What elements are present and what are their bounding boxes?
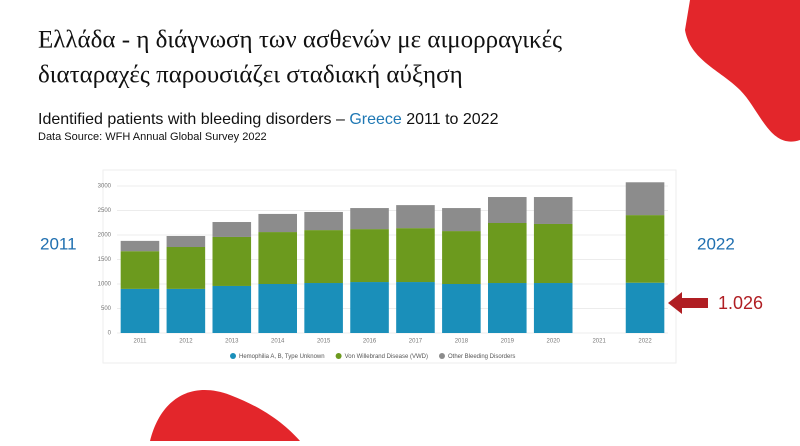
- title: διαταραχές παρουσιάζει σταδιακή αύξηση: [38, 62, 463, 89]
- x-tick-label: 2021: [592, 339, 606, 345]
- x-tick-label: 2018: [455, 339, 469, 345]
- bar-segment: [166, 288, 206, 333]
- bar-segment: [350, 282, 389, 333]
- bar-segment: [625, 182, 665, 216]
- legend-marker: [438, 353, 445, 359]
- subtitle: Identified patients with bleeding disord…: [38, 111, 499, 128]
- y-tick-label: 3000: [98, 184, 112, 190]
- bar-segment: [212, 285, 252, 333]
- decor-blob: [150, 390, 300, 441]
- y-tick-label: 2500: [98, 208, 112, 214]
- bar-segment: [212, 236, 252, 286]
- bar-segment: [442, 284, 481, 333]
- year-label: 2022: [697, 234, 735, 253]
- bar-segment: [166, 235, 206, 248]
- bar-segment: [625, 282, 665, 333]
- subtitle-part: Identified patients with bleeding disord…: [38, 111, 345, 128]
- source: Data Source: WFH Annual Global Survey 20…: [38, 131, 267, 143]
- value-label: 1.026: [718, 293, 763, 313]
- legend-marker: [335, 353, 342, 359]
- bar-segment: [258, 232, 297, 284]
- bar-segment: [533, 223, 573, 284]
- legend-label: Von Willebrand Disease (VWD): [345, 354, 428, 360]
- bar-segment: [488, 197, 527, 223]
- bar-segment: [488, 222, 527, 284]
- bar-segment: [396, 282, 435, 333]
- x-tick-label: 2017: [409, 339, 423, 345]
- x-tick-label: 2011: [134, 339, 148, 345]
- bar-segment: [396, 228, 435, 283]
- decor-blob: [685, 0, 800, 142]
- x-tick-label: 2019: [501, 339, 515, 345]
- y-tick-label: 2000: [98, 233, 112, 239]
- bar-segment: [304, 230, 343, 284]
- x-tick-label: 2022: [638, 339, 652, 345]
- bar-segment: [120, 240, 160, 252]
- bar-segment: [304, 283, 343, 333]
- subtitle-highlight: Greece: [349, 111, 402, 128]
- bar-segment: [212, 222, 252, 237]
- bar-segment: [442, 208, 481, 232]
- y-tick-label: 500: [101, 306, 112, 312]
- bar-segment: [304, 211, 343, 231]
- plot: 0 500 1000 1500 2000 2500 3000 2011 2012 2013 2014…: [98, 182, 668, 360]
- bar-segment: [442, 231, 481, 284]
- legend-label: Hemophilia A, B, Type Unknown: [239, 354, 325, 360]
- bar-segment: [350, 208, 389, 230]
- x-tick-label: 2013: [225, 339, 239, 345]
- bar-segment: [258, 284, 297, 333]
- arrow: [668, 292, 708, 314]
- y-tick-label: 1000: [98, 282, 112, 288]
- x-tick-label: 2014: [271, 339, 285, 345]
- x-tick-label: 2012: [179, 339, 193, 345]
- bar-segment: [625, 215, 665, 283]
- bar-segment: [120, 251, 160, 289]
- y-tick-label: 1500: [98, 257, 112, 263]
- bar-segment: [488, 283, 527, 333]
- bar-segment: [533, 283, 573, 333]
- bar-segment: [166, 247, 206, 289]
- x-tick-label: 2016: [363, 339, 377, 345]
- bar-segment: [533, 197, 573, 224]
- legend-label: Other Bleeding Disorders: [448, 354, 515, 360]
- bar-segment: [120, 288, 160, 333]
- legend-marker: [230, 353, 236, 359]
- title: Ελλάδα - η διάγνωση των ασθενών με αιμορ…: [38, 27, 562, 54]
- bar-segment: [350, 229, 389, 283]
- year-label: 2011: [40, 234, 77, 253]
- bar-segment: [396, 205, 435, 229]
- bar-segment: [258, 213, 297, 233]
- x-tick-label: 2015: [317, 339, 331, 345]
- subtitle-part: 2011 to 2022: [406, 111, 498, 128]
- y-tick-label: 0: [108, 331, 112, 337]
- x-tick-label: 2020: [547, 339, 561, 345]
